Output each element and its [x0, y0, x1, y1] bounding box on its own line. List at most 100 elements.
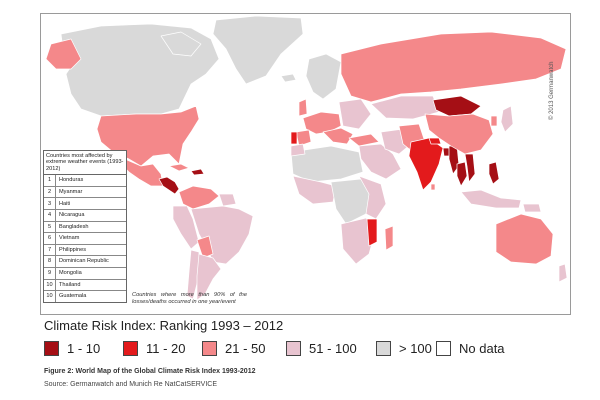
legend-swatch [286, 340, 301, 356]
region-argentina [196, 253, 222, 301]
ranking-number: 10 [44, 279, 56, 291]
region-southern-africa [340, 217, 377, 265]
region-peru-ecuador [172, 205, 200, 250]
region-canada [60, 23, 220, 117]
region-kazakhstan [370, 95, 440, 120]
ranking-number: 2 [44, 186, 56, 198]
legend-title: Climate Risk Index: Ranking 1993 – 2012 [44, 318, 284, 333]
legend-swatch [202, 340, 217, 356]
ranking-number: 5 [44, 221, 56, 233]
region-korea [490, 115, 498, 127]
region-hispaniola [190, 168, 205, 176]
ranking-row: 1 Honduras [44, 175, 126, 187]
legend-label: No data [459, 340, 505, 356]
ranking-number: 1 [44, 175, 56, 186]
region-mozambique [366, 218, 378, 247]
region-japan [500, 105, 514, 133]
ranking-number: 7 [44, 244, 56, 256]
ranking-table-title: Countries most affected by extreme weath… [44, 151, 126, 176]
ranking-country: Nicaragua [59, 212, 85, 219]
region-portugal [290, 131, 298, 145]
ranking-row: 9 Mongolia [44, 267, 126, 280]
ranking-row: 2 Myanmar [44, 186, 126, 199]
world-map-canvas [45, 15, 568, 301]
ranking-number: 10 [44, 291, 56, 302]
figure-caption: Figure 2: World Map of the Global Climat… [44, 368, 256, 375]
region-north-africa [290, 145, 364, 183]
ranking-row: 10 Guatemala [44, 291, 126, 302]
region-bolivia [196, 235, 214, 259]
region-australia [495, 213, 554, 265]
ranking-row: 7 Philippines [44, 244, 126, 257]
region-west-africa [292, 175, 337, 205]
legend-item: > 100 [376, 339, 432, 357]
region-png [522, 203, 542, 213]
ranking-country: Honduras [59, 177, 84, 184]
region-malaysia-indonesia [460, 189, 522, 209]
region-nepal [428, 137, 442, 145]
ranking-number: 6 [44, 233, 56, 244]
region-chile [186, 249, 200, 300]
region-iberia [295, 129, 312, 147]
legend-item: 1 - 10 [44, 339, 100, 357]
region-turkey [348, 133, 380, 147]
region-uk [298, 98, 308, 117]
region-sri-lanka [430, 183, 436, 191]
region-india [408, 137, 444, 191]
source-line: Source: Germanwatch and Munich Re NatCat… [44, 381, 218, 388]
region-cuba [168, 163, 190, 172]
ranking-row: 10 Thailand [44, 279, 126, 292]
legend-label: 1 - 10 [67, 340, 101, 356]
ranking-table: Countries most affected by extreme weath… [43, 150, 127, 303]
region-central-america [158, 176, 180, 195]
ranking-country: Bangladesh [59, 223, 89, 230]
region-philippines [488, 161, 500, 185]
legend-item: No data [436, 339, 505, 357]
legend-item: 51 - 100 [286, 339, 357, 357]
ranking-country: Thailand [59, 281, 81, 288]
region-middle-east [358, 143, 402, 180]
ranking-country: Vietnam [59, 235, 80, 242]
legend-label: 51 - 100 [309, 340, 357, 356]
region-colombia-venezuela [178, 185, 220, 210]
world-map [40, 13, 571, 315]
ranking-country: Dominican Republic [59, 258, 109, 265]
region-thailand [456, 161, 468, 187]
legend-swatch [44, 340, 59, 356]
ranking-row: 5 Bangladesh [44, 221, 126, 234]
map-footnote: Countries where more than 90% of the los… [132, 292, 247, 305]
region-russia [340, 31, 567, 103]
region-mongolia [432, 95, 482, 117]
region-eastern-europe [338, 98, 372, 130]
legend-swatch [123, 340, 138, 356]
copyright-notice: © 2013 Germanwatch [549, 61, 555, 120]
region-scandinavia [305, 53, 342, 100]
ranking-table-body: 1 Honduras 2 Myanmar 3 Haiti 4 Nicaragua 5 Bangla… [44, 175, 126, 302]
ranking-row: 6 Vietnam [44, 233, 126, 245]
region-new-zealand [558, 263, 568, 283]
legend-swatch [436, 340, 451, 356]
region-iceland [280, 73, 297, 83]
ranking-country: Haiti [59, 200, 71, 207]
ranking-row: 8 Dominican Republic [44, 256, 126, 268]
ranking-number: 8 [44, 256, 56, 267]
region-alaska [45, 38, 82, 70]
ranking-row: 4 Nicaragua [44, 210, 126, 222]
ranking-country: Mongolia [59, 270, 82, 277]
region-morocco [290, 143, 306, 157]
ranking-country: Myanmar [59, 188, 83, 195]
region-guianas [218, 193, 237, 207]
ranking-country: Philippines [59, 246, 87, 253]
ranking-number: 9 [44, 267, 56, 279]
region-madagascar [384, 225, 394, 251]
legend-label: > 100 [399, 340, 432, 356]
region-canada-islands [160, 31, 202, 57]
legend-item: 21 - 50 [202, 339, 265, 357]
legend-label: 21 - 50 [225, 340, 266, 356]
region-greenland [212, 15, 304, 85]
region-vietnam [464, 153, 476, 183]
legend-label: 11 - 20 [146, 340, 186, 356]
ranking-number: 3 [44, 198, 56, 209]
region-china [424, 113, 494, 155]
ranking-country: Guatemala [59, 293, 87, 300]
